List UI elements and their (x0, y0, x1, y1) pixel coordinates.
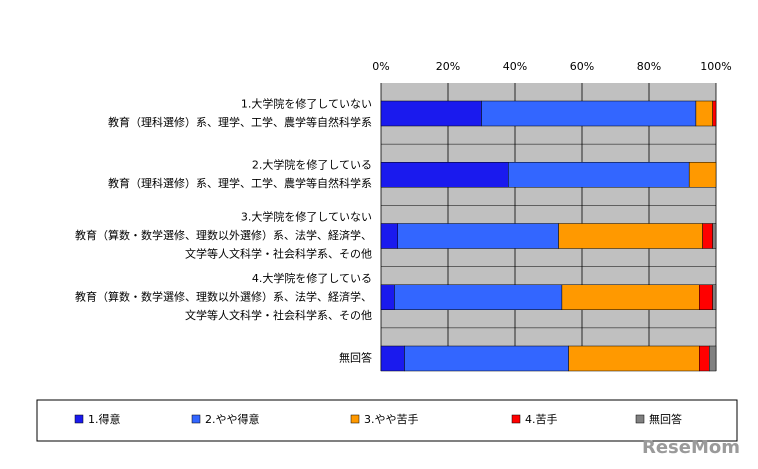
legend-label: 1.得意 (88, 412, 121, 426)
bar-segment (568, 345, 700, 372)
legend-label: 無回答 (649, 412, 682, 426)
x-tick-label: 80% (637, 60, 661, 73)
bar-segment (481, 100, 697, 127)
bar-segment (688, 162, 717, 188)
category-label: 教育（算数・数学選修、理数以外選修）系、法学、経済学、 (75, 289, 372, 303)
category-label: 文学等人文科学・社会科学系、その他 (185, 247, 372, 261)
x-tick-label: 20% (436, 60, 460, 73)
legend-swatch (635, 414, 645, 424)
x-tick-label: 0% (372, 60, 389, 73)
bar-segment (558, 223, 703, 249)
category-label: 2.大学院を修了している (252, 158, 372, 172)
category-label: 3.大学院を修了していない (241, 210, 372, 224)
bar-segment (380, 223, 398, 249)
bar-segment (380, 345, 405, 372)
bar-segment (397, 223, 559, 249)
bar-segment (702, 223, 713, 249)
category-label: 教育（算数・数学選修、理数以外選修）系、法学、経済学、 (75, 228, 372, 242)
x-tick-label: 60% (570, 60, 594, 73)
legend-swatch (350, 414, 360, 424)
bar-segment (394, 284, 563, 310)
legend-label: 4.苦手 (525, 412, 558, 426)
bar-segment (699, 345, 710, 372)
bar-segment (709, 345, 717, 372)
category-label: 教育（理科選修）系、理学、工学、農学等自然科学系 (108, 176, 372, 190)
legend-swatch (74, 414, 84, 424)
bar-segment (712, 223, 717, 249)
bar-segment (699, 284, 713, 310)
bar-segment (712, 100, 717, 127)
bar-segment (380, 284, 395, 310)
category-label: 教育（理科選修）系、理学、工学、農学等自然科学系 (108, 115, 372, 129)
bar-segment (712, 284, 717, 310)
category-label: 無回答 (339, 351, 372, 365)
category-label: 1.大学院を修了していない (241, 96, 372, 110)
legend-label: 2.やや得意 (205, 412, 260, 426)
category-label: 文学等人文科学・社会科学系、その他 (185, 308, 372, 322)
bar-segment (404, 345, 569, 372)
legend-box (36, 399, 738, 442)
legend-swatch (511, 414, 521, 424)
x-tick-label: 100% (700, 60, 731, 73)
bar-segment (695, 100, 713, 127)
legend-label: 3.やや苦手 (364, 412, 419, 426)
x-tick-label: 40% (503, 60, 527, 73)
legend-swatch (191, 414, 201, 424)
watermark: ReseMom (642, 437, 740, 458)
category-label: 4.大学院を修了している (252, 271, 372, 285)
bar-segment (380, 162, 509, 188)
bar-segment (561, 284, 700, 310)
bar-segment (380, 100, 482, 127)
bar-segment (508, 162, 690, 188)
